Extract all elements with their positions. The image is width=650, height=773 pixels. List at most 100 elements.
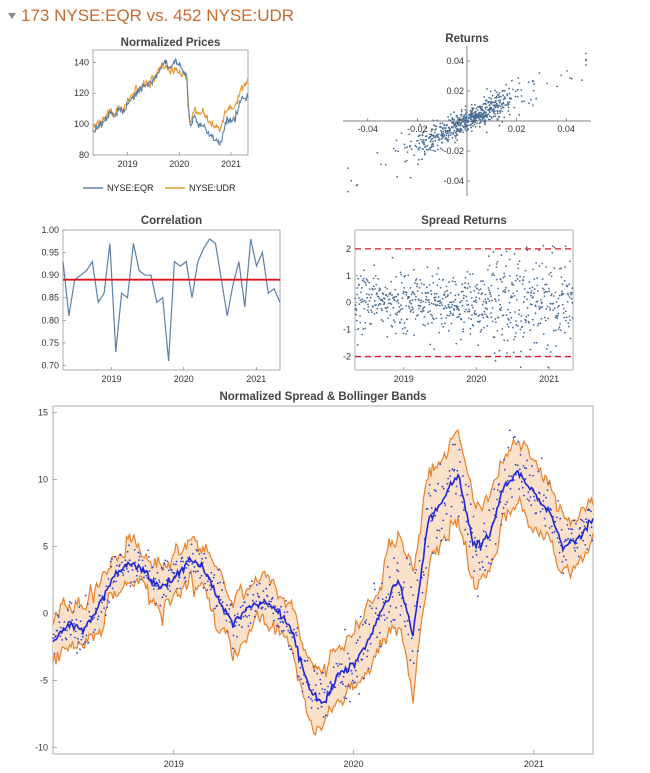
returns-point [472, 125, 474, 127]
returns-point [506, 101, 509, 103]
bollinger-spread-point [482, 530, 485, 533]
spread-return-point [448, 314, 451, 317]
spread-return-point [439, 302, 441, 305]
returns-point [500, 95, 502, 98]
returns-point [445, 127, 447, 129]
returns-point [449, 134, 452, 136]
returns-point [449, 129, 451, 132]
bollinger-spread-point [84, 594, 87, 597]
returns-point [406, 151, 409, 153]
spread-return-point [519, 275, 521, 278]
returns-point [416, 139, 418, 142]
spread-return-point [555, 301, 558, 303]
bollinger-spread-point [258, 596, 260, 598]
bollinger-spread-point [265, 587, 268, 590]
returns-point [448, 119, 450, 121]
returns-point [447, 140, 449, 143]
bollinger-spread-point [239, 606, 242, 609]
bollinger-spread-point [277, 618, 280, 620]
spread-return-point [544, 291, 547, 293]
spread-return-point [535, 341, 538, 344]
spread-return-point [505, 314, 508, 316]
spread-return-point [388, 298, 391, 301]
spread-return-point [500, 306, 503, 309]
spread-return-point [466, 287, 469, 289]
spread-return-point [423, 283, 425, 286]
bollinger-spread-point [570, 528, 572, 530]
returns-point [414, 144, 417, 147]
bollinger-spread-point [469, 540, 471, 543]
spread-return-point [515, 320, 517, 322]
prices-x-tick-label: 2019 [118, 159, 138, 169]
spread-return-point [479, 330, 482, 333]
returns-point [490, 107, 493, 109]
spread-return-point [435, 317, 438, 320]
spread-return-point [536, 300, 539, 303]
returns-point [514, 95, 517, 98]
returns-point [461, 118, 464, 120]
returns-point [446, 139, 448, 141]
spread-return-point [397, 293, 400, 296]
bollinger-spread-point [350, 669, 353, 672]
returns-point [410, 140, 412, 143]
bollinger-spread-point [352, 682, 355, 684]
spread-return-point [517, 325, 519, 327]
bollinger-spread-point [86, 603, 89, 605]
spread-return-point [376, 307, 379, 310]
correlation-x-tick-label: 2020 [174, 374, 194, 384]
bollinger-spread-point [383, 619, 386, 621]
spread-return-point [413, 334, 416, 337]
spread-return-point [467, 317, 470, 320]
returns-point [506, 104, 508, 106]
bollinger-spread-point [78, 606, 81, 608]
bollinger-spread-point [89, 615, 91, 618]
bollinger-spread-point [169, 590, 172, 592]
returns-point [455, 134, 457, 137]
returns-point [481, 119, 484, 122]
bollinger-spread-point [553, 530, 556, 533]
bollinger-spread-point [548, 527, 551, 529]
spread-return-point [554, 329, 557, 332]
bollinger-spread-point [148, 570, 151, 572]
spread-return-point [523, 295, 526, 298]
bollinger-spread-point [81, 636, 84, 638]
bollinger-spread-point [72, 610, 75, 613]
bollinger-spread-point [97, 615, 100, 618]
bollinger-spread-point [467, 485, 470, 488]
returns-point [423, 150, 426, 153]
returns-point [425, 127, 427, 129]
returns-point [497, 96, 500, 99]
bollinger-spread-point [148, 556, 150, 558]
spread-return-point [512, 351, 515, 354]
spread-return-point [565, 319, 567, 322]
returns-point [483, 111, 485, 114]
bollinger-spread-point [137, 551, 140, 554]
returns-point [436, 119, 438, 122]
spread-return-point [454, 298, 457, 301]
returns-point [492, 107, 495, 110]
returns-point [566, 70, 568, 72]
returns-point [455, 130, 458, 133]
returns-point [532, 89, 535, 92]
bollinger-spread-point [567, 537, 569, 540]
spread-return-point [364, 281, 367, 284]
spread-return-point [491, 299, 493, 302]
spread-returns-title: Spread Returns [421, 215, 507, 227]
returns-point [483, 120, 486, 122]
spread-return-point [445, 285, 448, 288]
bollinger-spread-point [366, 649, 369, 652]
bollinger-spread-point [122, 574, 125, 577]
spread-return-point [508, 319, 510, 321]
bollinger-spread-point [381, 582, 383, 585]
spread-returns-frame [354, 229, 574, 371]
returns-point [405, 159, 408, 162]
bollinger-spread-point [280, 630, 283, 633]
spread-return-point [479, 320, 481, 322]
disclosure-triangle-icon[interactable] [8, 13, 16, 19]
bollinger-spread-point [565, 559, 567, 561]
spread-return-point [381, 298, 384, 301]
spread-return-point [542, 287, 544, 290]
returns-point [448, 131, 451, 133]
returns-point [474, 112, 477, 115]
